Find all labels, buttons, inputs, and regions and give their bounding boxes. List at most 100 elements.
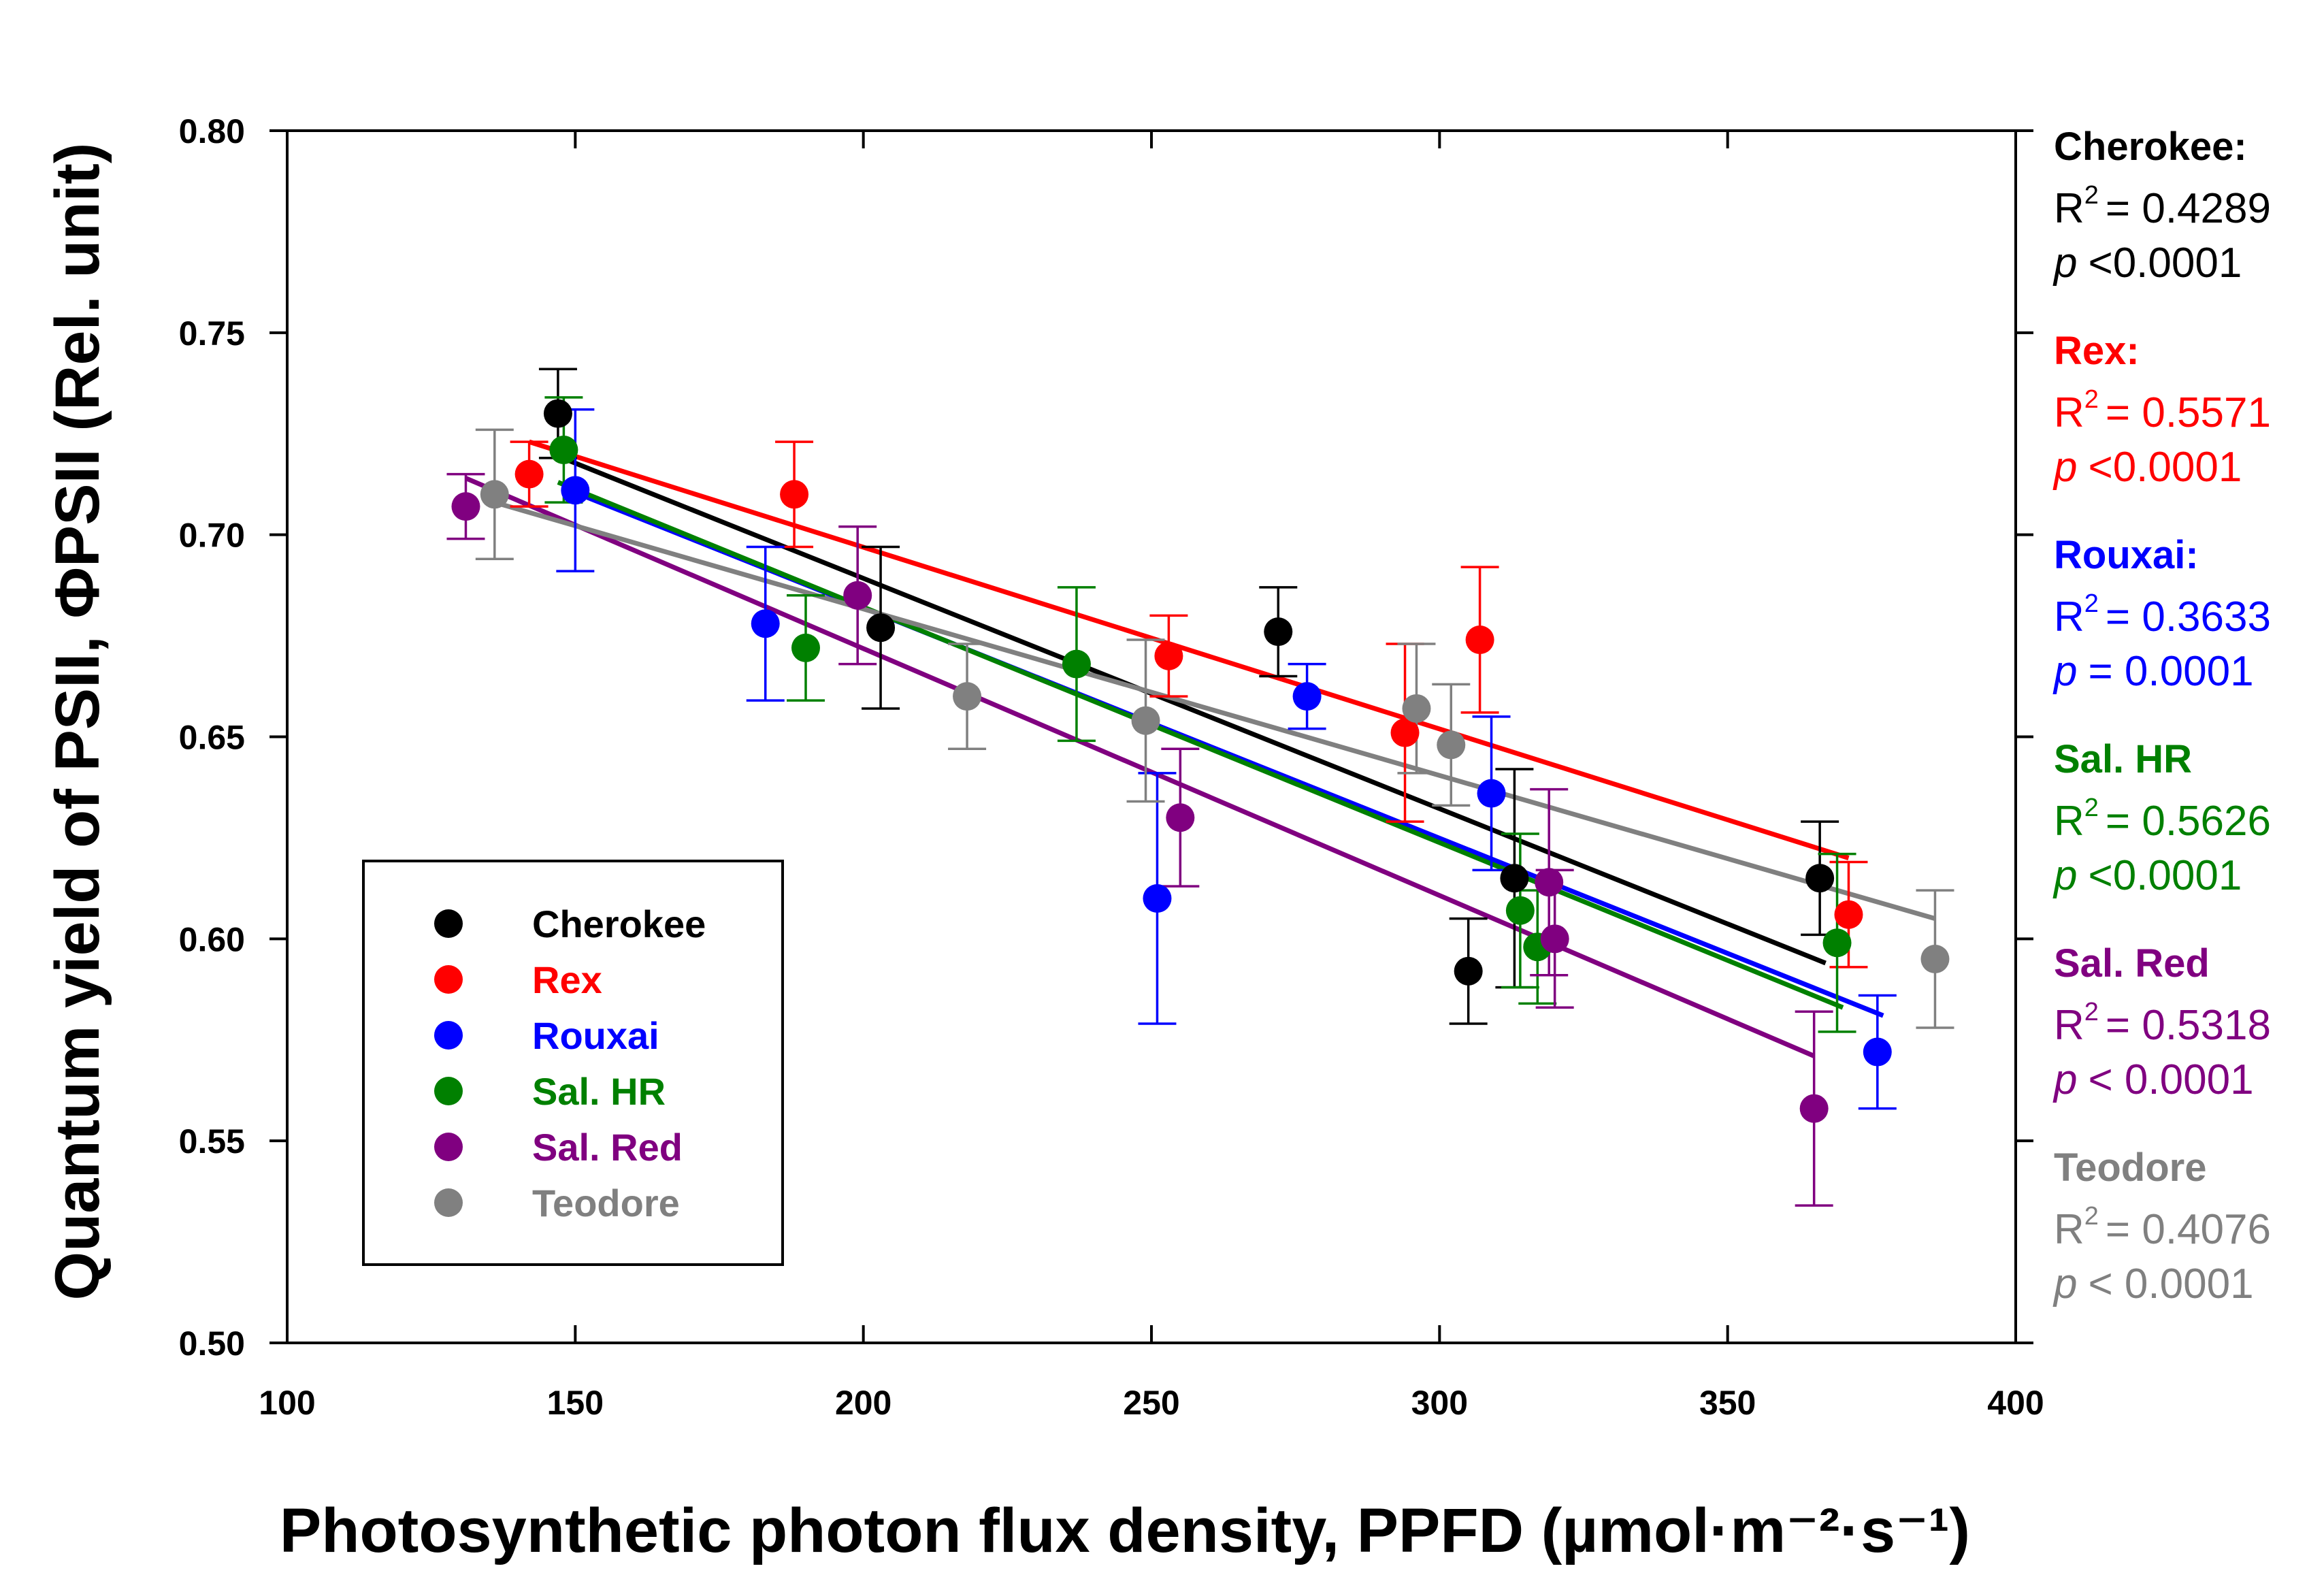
- y-tick-label: 0.60: [179, 920, 245, 958]
- legend-label-cherokee: Cherokee: [532, 903, 706, 945]
- data-point-cherokee: [866, 613, 896, 643]
- r2-superscript: 2: [2084, 794, 2099, 822]
- data-point-rouxai: [1863, 1037, 1892, 1067]
- legend-label-sal-red: Sal. Red: [532, 1126, 683, 1169]
- data-point-teodore: [480, 480, 509, 509]
- r2-value: = 0.5626: [2106, 798, 2271, 845]
- r2-symbol: R: [2054, 389, 2084, 436]
- p-value: < 0.0001: [2088, 1056, 2253, 1103]
- stats-r2-cherokee: R2 = 0.4289: [2054, 181, 2271, 232]
- y-tick-label: 0.50: [179, 1325, 245, 1363]
- data-point-sal-hr: [791, 633, 820, 662]
- x-axis-title: Photosynthetic photon flux density, PPFD…: [280, 1496, 1970, 1565]
- r2-value: = 0.5571: [2106, 389, 2271, 436]
- p-symbol: p: [2052, 852, 2077, 899]
- data-point-teodore: [1437, 730, 1466, 760]
- y-tick-label: 0.75: [179, 314, 245, 353]
- r2-superscript: 2: [2084, 385, 2099, 414]
- stats-r2-teodore: R2 = 0.4076: [2054, 1202, 2271, 1253]
- x-tick-label: 300: [1411, 1384, 1468, 1422]
- regression-line-teodore: [493, 500, 1936, 922]
- stats-label-sal-red: Sal. Red: [2054, 941, 2210, 986]
- legend: Cherokee Rex Rouxai Sal. HR Sal. Red Teodore: [362, 860, 784, 1266]
- stats-p-teodore: p < 0.0001: [2052, 1261, 2254, 1307]
- stats-p-sal-hr: p <0.0001: [2052, 852, 2242, 899]
- r2-superscript: 2: [2084, 1202, 2099, 1231]
- legend-marker-sal-hr: [434, 1077, 463, 1105]
- legend-marker-teodore: [434, 1188, 463, 1217]
- r2-superscript: 2: [2084, 998, 2099, 1026]
- data-point-cherokee: [1264, 617, 1293, 647]
- x-tick-label: 400: [1987, 1384, 2044, 1422]
- p-symbol: p: [2052, 1056, 2077, 1103]
- y-tick-label: 0.80: [179, 112, 245, 150]
- legend-marker-rouxai: [434, 1021, 463, 1050]
- legend-marker-sal-red: [434, 1133, 463, 1161]
- regression-line-rex: [528, 439, 1850, 860]
- p-value: < 0.0001: [2088, 1261, 2253, 1307]
- data-point-rex: [1834, 900, 1863, 929]
- legend-label-rex: Rex: [532, 958, 602, 1001]
- regression-line-cherokee: [551, 451, 1827, 966]
- stats-r2-rouxai: R2 = 0.3633: [2054, 589, 2271, 640]
- data-points: [451, 399, 1950, 1123]
- data-point-cherokee: [1500, 864, 1529, 893]
- data-point-sal-hr: [1505, 896, 1535, 925]
- data-point-sal-red: [1540, 924, 1569, 954]
- x-tick-label: 100: [259, 1384, 315, 1422]
- r2-symbol: R: [2054, 798, 2084, 845]
- data-point-sal-hr: [549, 435, 578, 464]
- stats-r2-rex: R2 = 0.5571: [2054, 385, 2271, 436]
- p-value: <0.0001: [2088, 444, 2242, 491]
- p-value: = 0.0001: [2088, 648, 2253, 695]
- data-point-cherokee: [1805, 864, 1835, 893]
- p-symbol: p: [2052, 444, 2077, 491]
- y-tick-label: 0.70: [179, 517, 245, 555]
- legend-label-sal-hr: Sal. HR: [532, 1070, 666, 1113]
- data-point-rex: [780, 480, 809, 509]
- data-point-cherokee: [543, 399, 572, 428]
- data-point-rouxai: [1292, 682, 1322, 711]
- data-point-rex: [1390, 718, 1420, 747]
- legend-box: [362, 860, 784, 1266]
- data-point-sal-hr: [1822, 928, 1852, 958]
- data-point-rouxai: [1477, 779, 1506, 808]
- data-point-sal-red: [843, 581, 872, 610]
- data-point-rex: [514, 459, 544, 489]
- y-tick-label: 0.55: [179, 1122, 245, 1160]
- data-point-rex: [1465, 626, 1494, 655]
- data-point-sal-red: [1799, 1094, 1829, 1123]
- p-symbol: p: [2052, 1261, 2077, 1307]
- data-point-sal-hr: [1062, 649, 1091, 679]
- r2-symbol: R: [2054, 185, 2084, 232]
- r2-symbol: R: [2054, 1206, 2084, 1253]
- axis-ticks: [269, 129, 2033, 1344]
- data-point-rouxai: [1143, 883, 1172, 913]
- data-point-rouxai: [561, 476, 590, 505]
- p-symbol: p: [2052, 240, 2077, 287]
- data-point-teodore: [1131, 706, 1160, 735]
- regression-line-sal-red: [465, 476, 1816, 1058]
- legend-marker-cherokee: [434, 909, 463, 938]
- r2-superscript: 2: [2084, 181, 2099, 210]
- regression-line-sal-hr: [557, 480, 1844, 1010]
- r2-symbol: R: [2054, 594, 2084, 640]
- stats-p-cherokee: p <0.0001: [2052, 240, 2242, 287]
- x-tick-label: 250: [1123, 1384, 1179, 1422]
- data-point-rouxai: [751, 609, 780, 638]
- data-point-sal-red: [1166, 803, 1195, 832]
- stats-label-sal-hr: Sal. HR: [2054, 737, 2192, 781]
- data-point-sal-red: [451, 492, 480, 521]
- legend-marker-rex: [434, 965, 463, 994]
- r2-superscript: 2: [2084, 589, 2099, 618]
- r2-value: = 0.3633: [2106, 594, 2271, 640]
- x-tick-label: 350: [1699, 1384, 1756, 1422]
- r2-value: = 0.4289: [2106, 185, 2271, 232]
- stats-label-rex: Rex:: [2054, 329, 2140, 373]
- p-value: <0.0001: [2088, 852, 2242, 899]
- stats-label-rouxai: Rouxai:: [2054, 533, 2199, 577]
- x-tick-label: 200: [835, 1384, 891, 1422]
- y-axis-title: Quantum yield of PSII, ΦPSII (Rel. unit): [43, 143, 112, 1301]
